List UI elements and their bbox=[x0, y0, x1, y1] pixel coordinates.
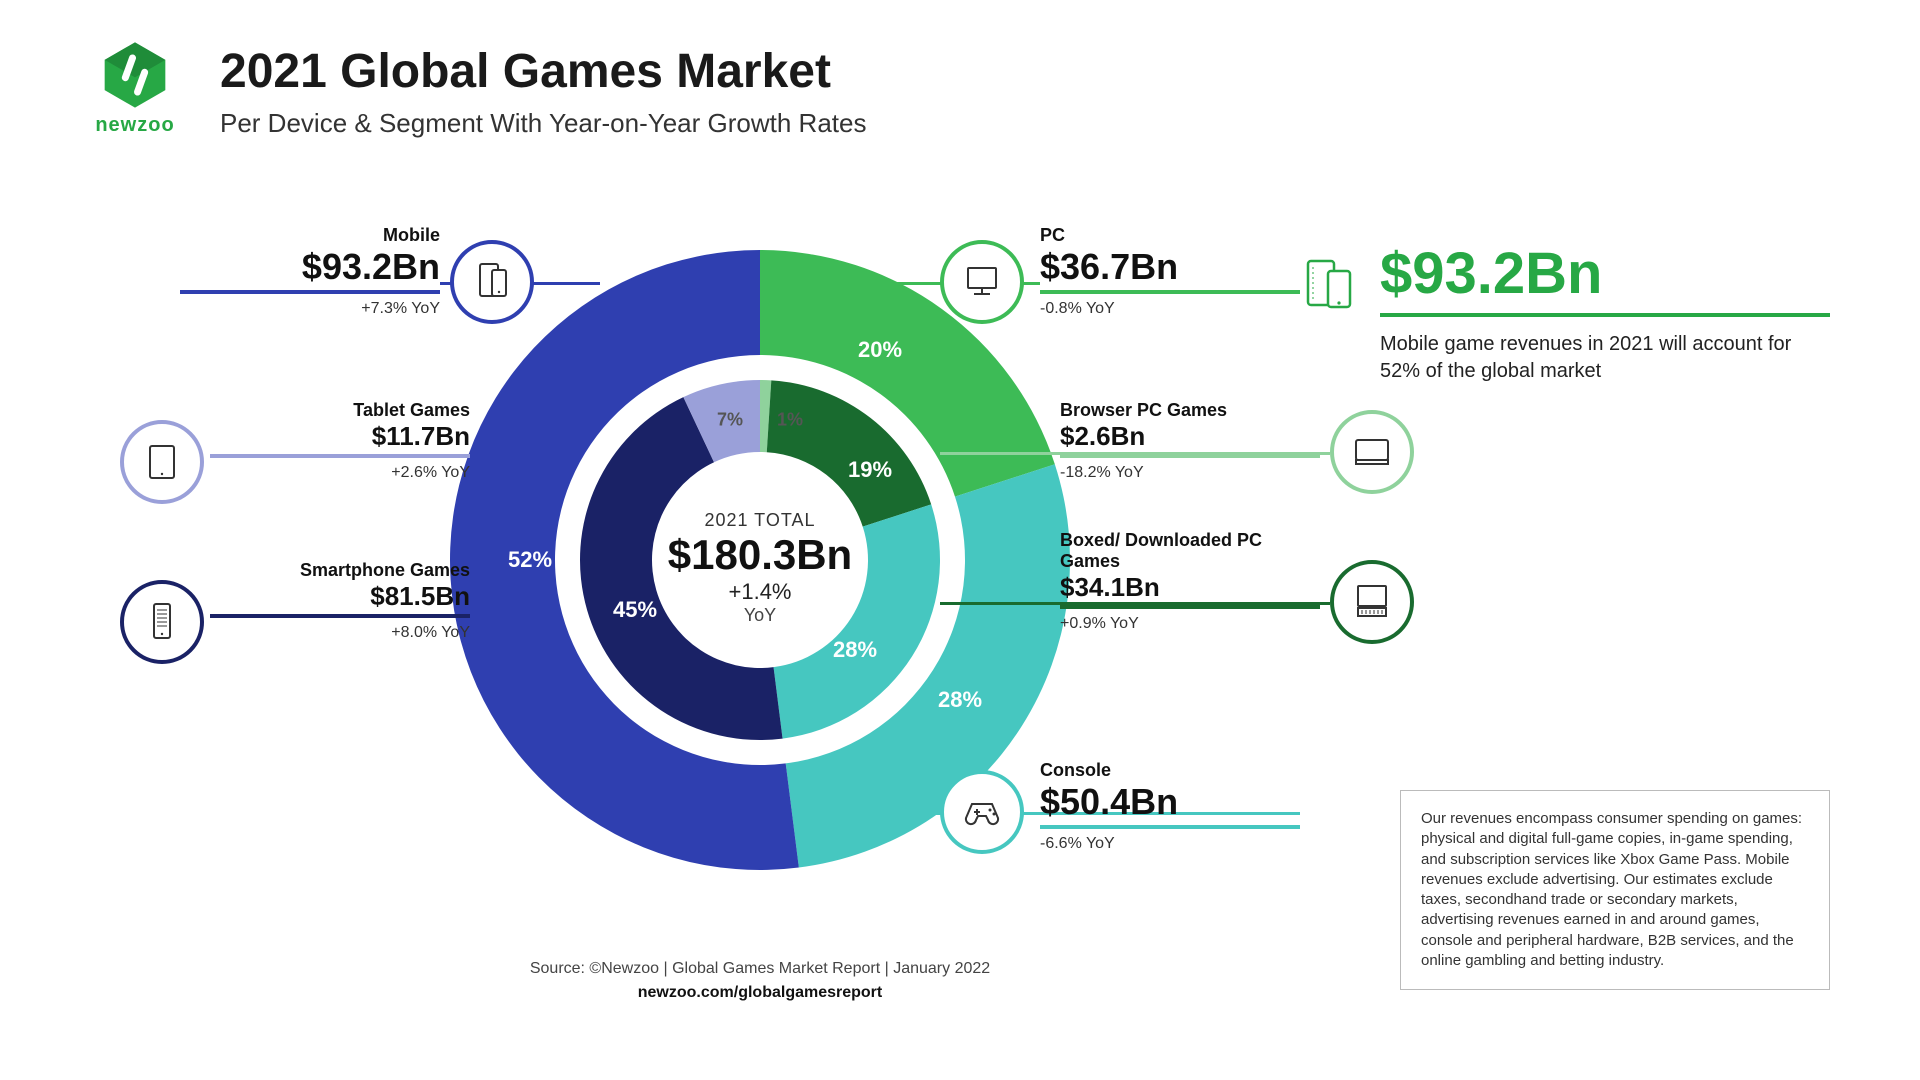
callout-browser-yoy: -18.2% YoY bbox=[1060, 464, 1320, 482]
callout-pc-rule bbox=[1040, 290, 1300, 294]
bubble-tablet-icon bbox=[120, 420, 204, 504]
callout-pc: PC$36.7Bn -0.8% YoY bbox=[1040, 225, 1300, 318]
callout-browser-value: $2.6Bn bbox=[1060, 421, 1320, 452]
bigstat-text: Mobile game revenues in 2021 will accoun… bbox=[1380, 331, 1830, 385]
callout-browser-name: Browser PC Games bbox=[1060, 400, 1320, 421]
source-line1: Source: ©Newzoo | Global Games Market Re… bbox=[400, 960, 1120, 978]
callout-boxed-rule bbox=[1060, 605, 1320, 609]
callout-tablet-rule bbox=[210, 454, 470, 458]
bubble-smartphone-icon bbox=[120, 580, 204, 664]
big-stat: $93.2Bn Mobile game revenues in 2021 wil… bbox=[1380, 240, 1830, 385]
callout-pc-yoy: -0.8% YoY bbox=[1040, 300, 1300, 318]
callout-console-name: Console bbox=[1040, 760, 1300, 781]
bigstat-value: $93.2Bn bbox=[1380, 240, 1830, 307]
bubble-console-icon bbox=[940, 770, 1024, 854]
source-block: Source: ©Newzoo | Global Games Market Re… bbox=[400, 960, 1120, 1002]
callout-boxed: Boxed/ Downloaded PC Games$34.1Bn +0.9% Y… bbox=[1060, 530, 1320, 633]
callout-tablet-name: Tablet Games bbox=[210, 400, 470, 421]
bubble-browser-icon bbox=[1330, 410, 1414, 494]
bigstat-devices-icon bbox=[1300, 255, 1360, 320]
bigstat-rule bbox=[1380, 313, 1830, 317]
callout-tablet-yoy: +2.6% YoY bbox=[210, 464, 470, 482]
page-subtitle: Per Device & Segment With Year-on-Year G… bbox=[220, 108, 866, 139]
page: newzoo 2021 Global Games Market Per Devi… bbox=[0, 0, 1920, 1080]
callout-smartphone-name: Smartphone Games bbox=[210, 560, 470, 581]
callout-smartphone-rule bbox=[210, 614, 470, 618]
callout-pc-name: PC bbox=[1040, 225, 1300, 246]
callout-mobile-value: $93.2Bn bbox=[180, 246, 440, 288]
callout-console-value: $50.4Bn bbox=[1040, 781, 1300, 823]
callout-browser: Browser PC Games$2.6Bn -18.2% YoY bbox=[1060, 400, 1320, 482]
callout-tablet-value: $11.7Bn bbox=[210, 421, 470, 452]
callout-boxed-name: Boxed/ Downloaded PC Games bbox=[1060, 530, 1320, 572]
disclaimer-box: Our revenues encompass consumer spending… bbox=[1400, 790, 1830, 990]
newzoo-icon bbox=[100, 40, 170, 110]
callout-smartphone-value: $81.5Bn bbox=[210, 581, 470, 612]
bubble-pc-icon bbox=[940, 240, 1024, 324]
callout-console-rule bbox=[1040, 825, 1300, 829]
callout-mobile: Mobile$93.2Bn +7.3% YoY bbox=[180, 225, 440, 318]
source-line2: newzoo.com/globalgamesreport bbox=[400, 984, 1120, 1002]
callout-boxed-yoy: +0.9% YoY bbox=[1060, 615, 1320, 633]
bubble-boxed-icon bbox=[1330, 560, 1414, 644]
page-title: 2021 Global Games Market bbox=[220, 44, 831, 99]
callout-mobile-rule bbox=[180, 290, 440, 294]
brand-name: newzoo bbox=[80, 114, 190, 137]
callout-console-yoy: -6.6% YoY bbox=[1040, 835, 1300, 853]
callout-mobile-yoy: +7.3% YoY bbox=[180, 300, 440, 318]
callout-smartphone-yoy: +8.0% YoY bbox=[210, 624, 470, 642]
bubble-mobile-icon bbox=[450, 240, 534, 324]
callout-pc-value: $36.7Bn bbox=[1040, 246, 1300, 288]
callout-mobile-name: Mobile bbox=[180, 225, 440, 246]
callout-console: Console$50.4Bn -6.6% YoY bbox=[1040, 760, 1300, 853]
callout-boxed-value: $34.1Bn bbox=[1060, 572, 1320, 603]
callout-smartphone: Smartphone Games$81.5Bn +8.0% YoY bbox=[210, 560, 470, 642]
callout-tablet: Tablet Games$11.7Bn +2.6% YoY bbox=[210, 400, 470, 482]
donut-inner-ring bbox=[580, 380, 940, 740]
callout-browser-rule bbox=[1060, 454, 1320, 458]
brand-logo: newzoo bbox=[80, 40, 190, 137]
